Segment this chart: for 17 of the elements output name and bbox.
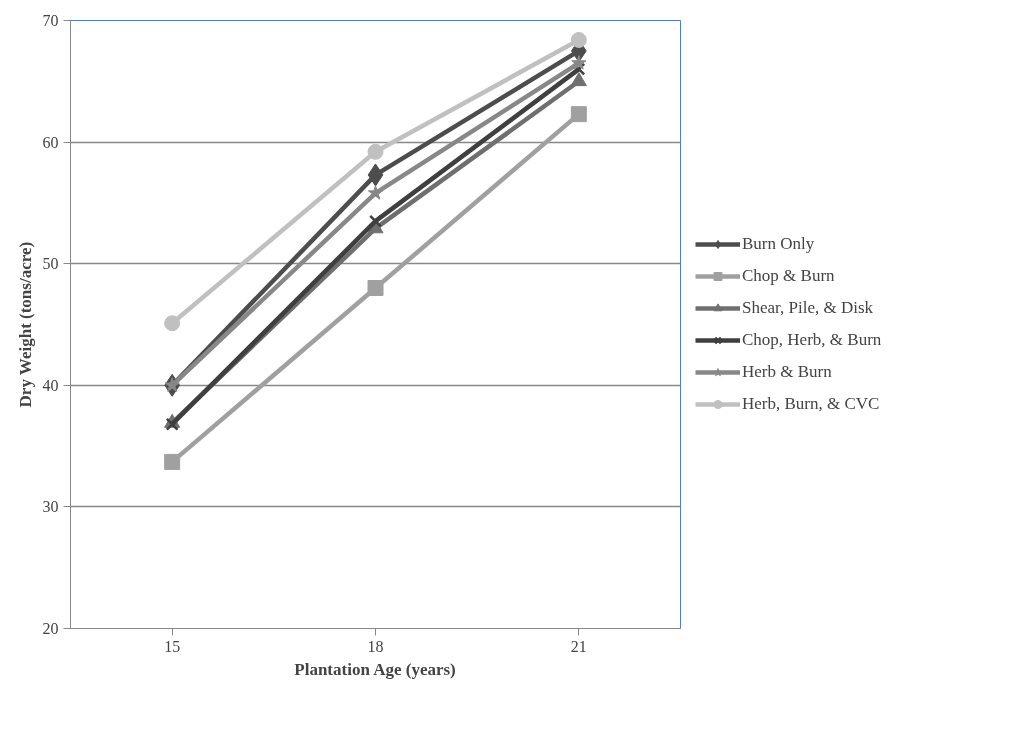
- legend-label: Chop, Herb, & Burn: [742, 330, 882, 350]
- y-tick-label: 60: [42, 133, 59, 151]
- y-tick-label: 40: [42, 376, 59, 394]
- x-tick-label: 18: [367, 637, 384, 655]
- x-tick-label: 15: [164, 637, 181, 655]
- y-tick-label: 70: [42, 12, 59, 29]
- legend-label: Chop & Burn: [742, 266, 835, 286]
- legend-label: Burn Only: [742, 234, 815, 254]
- y-tick-label: 20: [42, 620, 59, 637]
- y-axis-title: Dry Weight (tons/acre): [15, 241, 35, 408]
- legend-label: Shear, Pile, & Disk: [742, 298, 874, 318]
- legend-label: Herb & Burn: [742, 362, 832, 382]
- legend-label: Herb, Burn, & CVC: [742, 394, 880, 414]
- y-tick-label: 30: [42, 498, 59, 516]
- x-axis-title: Plantation Age (years): [294, 659, 456, 679]
- y-tick-label: 50: [42, 255, 59, 273]
- x-tick-label: 21: [570, 637, 587, 655]
